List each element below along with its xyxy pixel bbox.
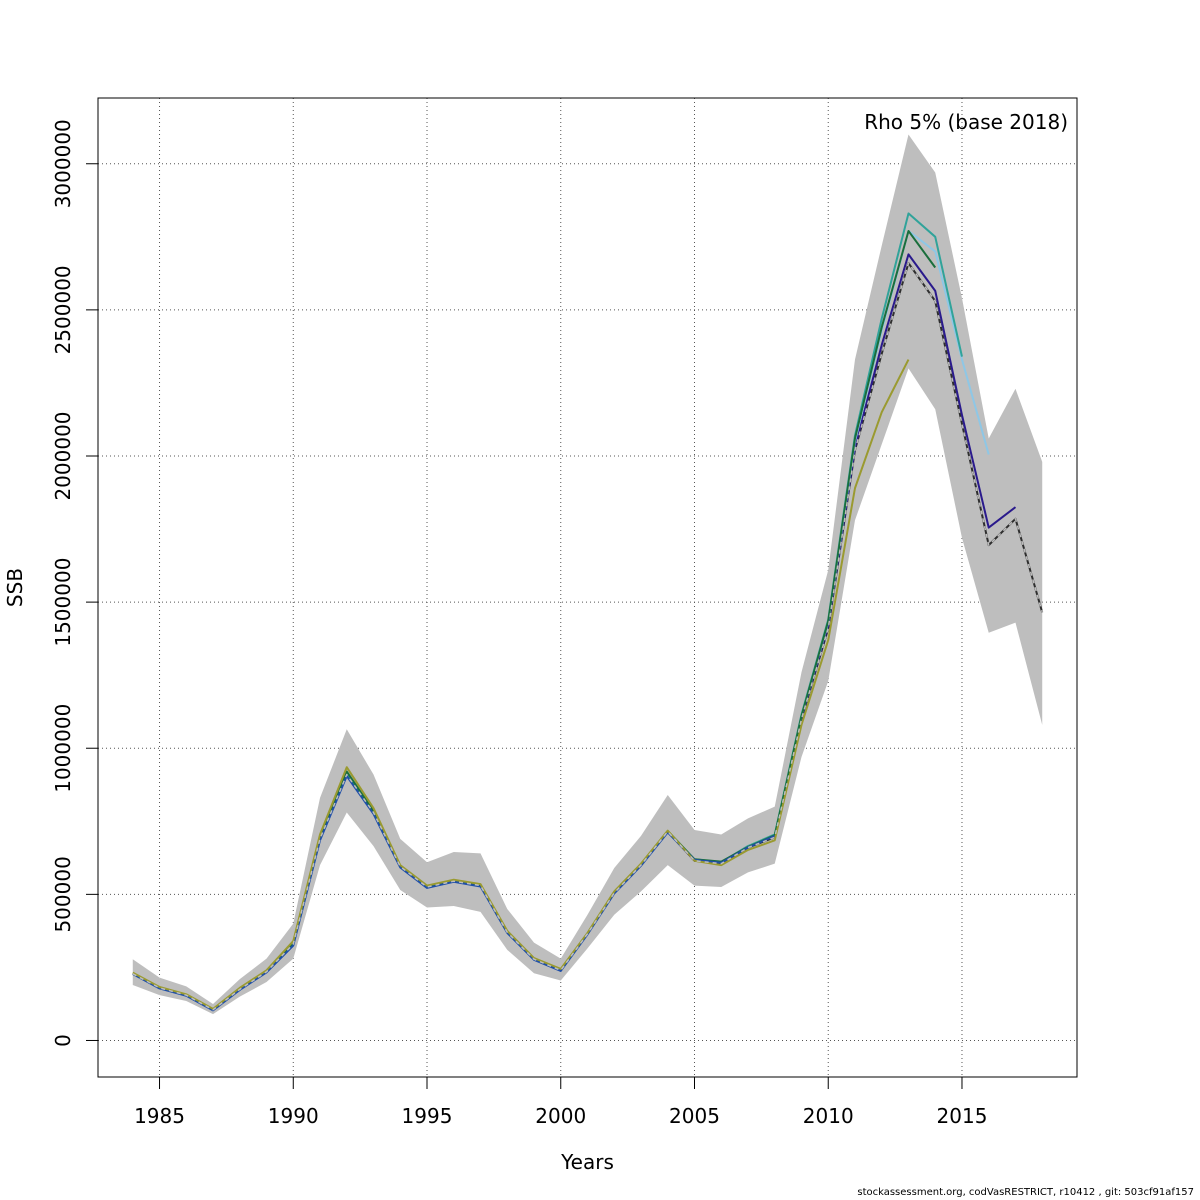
x-tick-label: 1995 [402,1104,453,1128]
y-tick-label: 1500000 [51,558,75,647]
y-tick-label: 1000000 [51,704,75,793]
y-tick-label: 2000000 [51,411,75,500]
y-axis: 0 500000 1000000 1500000 2000000 2500000 30000… [51,119,99,1047]
y-axis-title: SSB [3,568,27,607]
x-tick-label: 1985 [134,1104,185,1128]
x-tick-label: 2015 [937,1104,988,1128]
x-axis-title: Years [560,1150,614,1174]
y-tick-label: 0 [51,1034,75,1047]
y-tick-label: 3000000 [51,119,75,208]
footer-credit: stockassessment.org, codVasRESTRICT, r10… [857,1187,1194,1198]
y-tick-label: 2500000 [51,265,75,354]
y-tick-label: 500000 [51,856,75,932]
x-axis: 1985 1990 1995 2000 2005 2010 2015 [134,1076,988,1128]
x-tick-label: 2005 [669,1104,720,1128]
series-line-7 [132,359,910,1010]
x-tick-label: 1990 [268,1104,319,1128]
series-line-8 [132,262,1043,1011]
x-tick-label: 2000 [535,1104,586,1128]
x-tick-label: 2010 [803,1104,854,1128]
rho-annotation: Rho 5% (base 2018) [864,110,1068,134]
series-layer [132,212,1044,1012]
series-line-5 [132,229,937,1011]
